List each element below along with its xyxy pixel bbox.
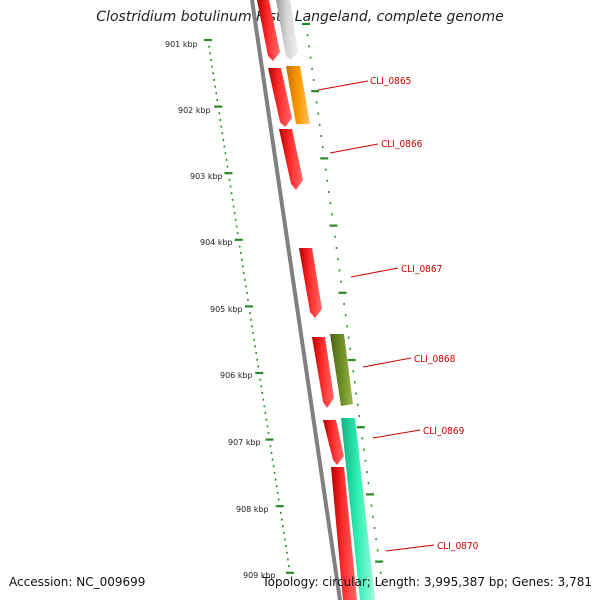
cds-feature[interactable] [279, 129, 303, 190]
cds-feature[interactable] [257, 0, 280, 61]
map-title: Clostridium botulinum F str. Langeland, … [96, 9, 504, 25]
left-ruler [204, 38, 294, 574]
genome-summary: Topology: circular; Length: 3,995,387 bp… [262, 575, 592, 589]
gene-feature-orange[interactable] [286, 66, 310, 124]
gene-label-cli-0869[interactable]: CLI_0869 [423, 426, 465, 437]
gene-label-cli-0867[interactable]: CLI_0867 [401, 264, 442, 275]
accession-label: Accession: NC_009699 [9, 575, 146, 589]
leader-line [385, 544, 435, 552]
gene-feature-gray[interactable] [276, 0, 298, 60]
leader-line [350, 267, 399, 278]
gene-label-cli-0865[interactable]: CLI_0865 [370, 76, 411, 87]
cds-feature[interactable] [299, 248, 322, 318]
gene-feature-olive[interactable] [330, 334, 353, 406]
gene-label-cli-0870[interactable]: CLI_0870 [437, 541, 479, 552]
gene-feature-aqua[interactable] [341, 418, 375, 600]
cds-features [257, 0, 357, 600]
gene-label-cli-0866[interactable]: CLI_0866 [381, 139, 423, 150]
cds-feature[interactable] [268, 68, 292, 127]
gene-features [276, 0, 375, 600]
tick-label: 909 kbp [243, 571, 276, 580]
tick-label: 908 kbp [236, 505, 269, 514]
leader-line [372, 429, 421, 439]
leader-line [329, 143, 379, 154]
gene-label-cli-0868[interactable]: CLI_0868 [414, 354, 456, 365]
cds-feature[interactable] [331, 467, 357, 600]
tick-label: 903 kbp [190, 172, 223, 181]
cds-feature[interactable] [323, 420, 344, 465]
tick-label: 906 kbp [220, 371, 253, 380]
tick-label: 901 kbp [165, 40, 198, 49]
tick-label: 907 kbp [228, 438, 261, 447]
tick-label: 902 kbp [178, 106, 211, 115]
cds-feature[interactable] [312, 337, 334, 408]
tick-labels: 901 kbp 902 kbp 903 kbp 904 kbp 905 kbp … [165, 40, 276, 580]
tick-label: 905 kbp [210, 305, 243, 314]
gene-labels: CLI_0865 CLI_0866 CLI_0867 CLI_0868 CLI_… [370, 76, 479, 552]
tick-label: 904 kbp [200, 238, 233, 247]
sequence-backbone [250, 0, 342, 600]
leader-line [317, 80, 369, 91]
leader-line [362, 357, 412, 368]
label-leaders [317, 80, 435, 552]
right-ruler [302, 22, 384, 585]
